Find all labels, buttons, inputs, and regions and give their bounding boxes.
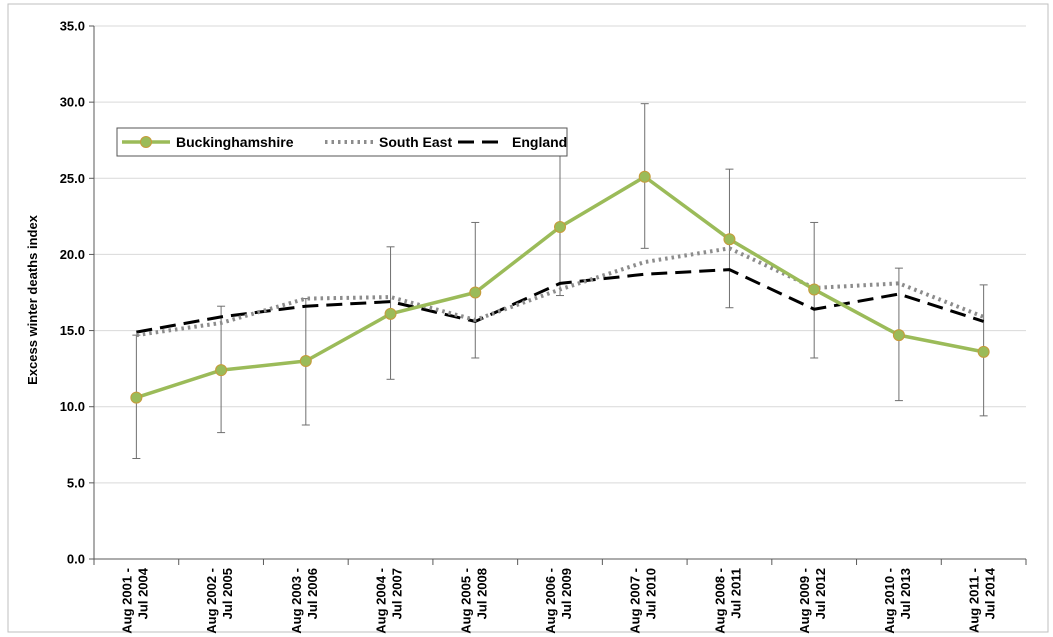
x-tick-label: Aug 2007 -Jul 2010 bbox=[628, 568, 659, 634]
x-tick-label-line: Aug 2010 - bbox=[882, 568, 897, 634]
x-tick-label-line: Jul 2005 bbox=[220, 568, 235, 619]
x-tick-label-line: Jul 2011 bbox=[728, 568, 743, 619]
x-axis-tick-labels: Aug 2001 -Jul 2004 Aug 2002 -Jul 2005 Aug … bbox=[119, 567, 997, 634]
legend: Buckinghamshire South East England bbox=[116, 127, 568, 157]
y-tick-label: 5.0 bbox=[67, 475, 85, 490]
y-tick-label: 15.0 bbox=[60, 323, 85, 338]
y-axis-tick-labels: 0.0 5.0 10.0 15.0 20.0 25.0 30.0 35.0 bbox=[60, 19, 85, 567]
data-point-buckinghamshire bbox=[638, 170, 651, 183]
y-axis-title: Excess winter deaths index bbox=[25, 214, 40, 385]
x-tick-label: Aug 2002 -Jul 2005 bbox=[204, 568, 235, 634]
data-point-buckinghamshire bbox=[723, 233, 736, 246]
x-tick-label-line: Aug 2004 - bbox=[374, 568, 389, 634]
x-tick-label-line: Jul 2007 bbox=[390, 568, 405, 619]
x-tick-label: Aug 2004 -Jul 2007 bbox=[374, 568, 405, 634]
x-tick-label-line: Aug 2001 - bbox=[119, 568, 134, 634]
data-point-buckinghamshire bbox=[892, 329, 905, 342]
x-tick-label-line: Aug 2002 - bbox=[204, 568, 219, 634]
data-point-buckinghamshire bbox=[299, 355, 312, 368]
x-tick-label: Aug 2008 -Jul 2011 bbox=[712, 568, 743, 634]
chart-frame bbox=[7, 3, 1049, 633]
x-tick-label-line: Jul 2009 bbox=[559, 568, 574, 619]
x-tick-label: Aug 2011 -Jul 2014 bbox=[967, 567, 998, 633]
y-tick-label: 10.0 bbox=[60, 399, 85, 414]
x-tick-label: Aug 2010 -Jul 2013 bbox=[882, 568, 913, 634]
data-point-buckinghamshire bbox=[215, 364, 228, 377]
axes bbox=[89, 25, 1027, 565]
x-tick-label: Aug 2005 -Jul 2008 bbox=[458, 568, 489, 634]
x-tick-label: Aug 2003 -Jul 2006 bbox=[289, 568, 320, 634]
legend-box bbox=[116, 127, 568, 157]
data-point-buckinghamshire bbox=[469, 286, 482, 299]
x-tick-label-line: Jul 2014 bbox=[983, 567, 998, 619]
data-point-buckinghamshire bbox=[130, 391, 143, 404]
data-point-buckinghamshire bbox=[808, 283, 821, 296]
x-tick-label-line: Aug 2005 - bbox=[458, 568, 473, 634]
x-tick-label-line: Jul 2006 bbox=[305, 568, 320, 619]
y-tick-label: 20.0 bbox=[60, 247, 85, 262]
data-point-markers bbox=[130, 170, 990, 404]
data-point-buckinghamshire bbox=[384, 307, 397, 320]
series-line-south-east bbox=[136, 246, 985, 338]
x-tick-label-line: Aug 2006 - bbox=[543, 568, 558, 634]
x-tick-label-line: Aug 2009 - bbox=[797, 568, 812, 634]
y-tick-label: 0.0 bbox=[67, 552, 85, 567]
legend-marker bbox=[140, 136, 152, 148]
x-tick-label: Aug 2001 -Jul 2004 bbox=[119, 567, 150, 634]
y-tick-label: 25.0 bbox=[60, 171, 85, 186]
legend-label: Buckinghamshire bbox=[176, 134, 294, 150]
x-tick-label-line: Aug 2011 - bbox=[967, 568, 982, 633]
legend-label: England bbox=[512, 134, 567, 150]
x-tick-label: Aug 2006 -Jul 2009 bbox=[543, 568, 574, 634]
y-tick-label: 35.0 bbox=[60, 19, 85, 34]
x-tick-label-line: Jul 2012 bbox=[813, 568, 828, 619]
x-tick-label-line: Aug 2003 - bbox=[289, 568, 304, 634]
data-point-buckinghamshire bbox=[554, 221, 566, 234]
x-tick-label-line: Jul 2008 bbox=[474, 568, 489, 619]
error-bars bbox=[132, 103, 988, 459]
x-tick-label: Aug 2009 -Jul 2012 bbox=[797, 568, 828, 634]
legend-label: South East bbox=[379, 134, 452, 150]
x-tick-label-line: Jul 2013 bbox=[898, 568, 913, 619]
x-tick-label-line: Aug 2007 - bbox=[628, 568, 643, 634]
y-tick-label: 30.0 bbox=[60, 95, 85, 110]
x-tick-label-line: Aug 2008 - bbox=[712, 568, 727, 634]
x-tick-label-line: Jul 2004 bbox=[135, 567, 150, 619]
x-tick-label-line: Jul 2010 bbox=[644, 568, 659, 619]
data-point-buckinghamshire bbox=[977, 345, 990, 358]
